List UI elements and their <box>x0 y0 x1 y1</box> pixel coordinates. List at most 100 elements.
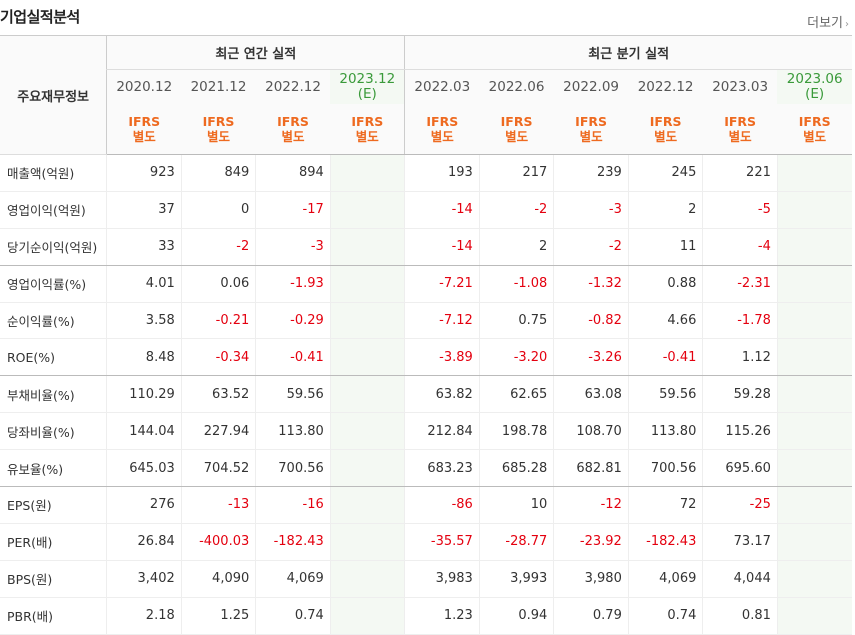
basis-header: IFRS 별도 <box>106 104 182 155</box>
value-cell: -400.03 <box>180 523 256 561</box>
value-cell: 4,069 <box>627 560 703 598</box>
table-row: 매출액(억원) 923 849 894 193 217 239 245 221 <box>0 154 852 192</box>
value-cell: -35.57 <box>404 523 480 561</box>
row-label: 영업이익률(%) <box>0 265 107 303</box>
value-cell: -182.43 <box>255 523 331 561</box>
value-cell <box>329 523 405 561</box>
basis-type: 별도 <box>579 129 603 144</box>
value-cell <box>776 560 852 598</box>
row-label: 부채비율(%) <box>0 375 107 414</box>
value-cell: 276 <box>106 486 182 524</box>
value-cell: 849 <box>180 154 256 192</box>
table-row: 순이익률(%) 3.58 -0.21 -0.29 -7.12 0.75 -0.82 4.66-… <box>0 302 852 340</box>
estimate-tag: (E) <box>357 86 377 102</box>
value-cell: 227.94 <box>180 412 256 451</box>
value-cell: 682.81 <box>553 449 629 488</box>
value-cell: 2 <box>627 191 703 229</box>
value-cell: -16 <box>255 486 331 524</box>
value-cell: 144.04 <box>106 412 182 451</box>
period-header: 2022.09 <box>553 69 629 104</box>
value-cell: 2.18 <box>106 597 182 635</box>
value-cell: -28.77 <box>478 523 554 561</box>
value-cell: -3.26 <box>553 338 629 377</box>
value-cell: -25 <box>702 486 778 524</box>
basis-type: 별도 <box>728 129 752 144</box>
basis-standard: IFRS <box>724 114 757 129</box>
more-link[interactable]: 더보기 › <box>807 12 849 31</box>
basis-standard: IFRS <box>277 114 309 129</box>
basis-header: IFRS 별도 <box>181 104 256 155</box>
period-header: 2022.12 <box>628 69 703 104</box>
value-cell: 0.88 <box>627 265 703 303</box>
value-cell <box>776 412 852 451</box>
value-cell: -7.12 <box>404 302 480 340</box>
table-row: 당좌비율(%) 144.04 227.94 113.80 212.84 198.78 108… <box>0 412 852 451</box>
value-cell: 63.82 <box>404 375 480 414</box>
value-cell: 3.58 <box>106 302 182 340</box>
basis-header: IFRS 별도 <box>702 104 778 155</box>
period-date: 2023.12 <box>339 71 396 87</box>
basis-header: IFRS 별도 <box>628 104 703 155</box>
basis-header: IFRS 별도 <box>479 104 554 155</box>
value-cell: -1.78 <box>702 302 778 340</box>
basis-header: IFRS 별도 <box>777 104 852 155</box>
value-cell: 10 <box>478 486 554 524</box>
row-label: EPS(원) <box>0 486 107 524</box>
value-cell: -2 <box>553 228 629 266</box>
row-label: 영업이익(억원) <box>0 191 107 229</box>
period-date: 2021.12 <box>190 79 247 95</box>
basis-standard: IFRS <box>426 114 459 129</box>
quarter-group-header: 최근 분기 실적 <box>404 35 852 70</box>
value-cell: 4.01 <box>106 265 182 303</box>
value-cell <box>776 228 852 266</box>
value-cell: -0.41 <box>627 338 703 377</box>
basis-standard: IFRS <box>649 114 682 129</box>
annual-group-header: 최근 연간 실적 <box>106 35 405 70</box>
basis-header: IFRS 별도 <box>255 104 331 155</box>
value-cell: 217 <box>478 154 554 192</box>
value-cell: -3.89 <box>404 338 480 377</box>
period-header: 2022.12 <box>255 69 331 104</box>
value-cell: -1.32 <box>553 265 629 303</box>
value-cell: 3,983 <box>404 560 480 598</box>
period-date: 2020.12 <box>116 79 173 95</box>
value-cell <box>329 412 405 451</box>
value-cell: 245 <box>627 154 703 192</box>
value-cell <box>776 449 852 488</box>
value-cell: 685.28 <box>478 449 554 488</box>
basis-type: 별도 <box>803 129 827 144</box>
table-row: 유보율(%) 645.03 704.52 700.56 683.23 685.28 682.… <box>0 449 852 488</box>
value-cell: 8.48 <box>106 338 182 377</box>
value-cell: 62.65 <box>478 375 554 414</box>
value-cell: 11 <box>627 228 703 266</box>
value-cell: -3 <box>553 191 629 229</box>
period-date: 2022.12 <box>637 79 694 95</box>
period-header: 2022.06 <box>479 69 554 104</box>
value-cell: 700.56 <box>255 449 331 488</box>
value-cell: 3,980 <box>553 560 629 598</box>
basis-header: IFRS 별도 <box>404 104 480 155</box>
period-header: 2023.06 (E) <box>777 69 852 104</box>
basis-type: 별도 <box>430 129 454 144</box>
value-cell: 4.66 <box>627 302 703 340</box>
value-cell: 3,402 <box>106 560 182 598</box>
value-cell: -17 <box>255 191 331 229</box>
value-cell <box>329 191 405 229</box>
value-cell: -0.21 <box>180 302 256 340</box>
table-row: 영업이익률(%) 4.01 0.06 -1.93 -7.21 -1.08 -1.32 0.88… <box>0 265 852 303</box>
row-label: PER(배) <box>0 523 107 561</box>
value-cell: 0 <box>180 191 256 229</box>
more-label: 더보기 <box>807 16 843 31</box>
value-cell: -86 <box>404 486 480 524</box>
value-cell: 108.70 <box>553 412 629 451</box>
value-cell <box>329 597 405 635</box>
value-cell: -14 <box>404 191 480 229</box>
basis-type: 별도 <box>132 129 156 144</box>
basis-header: IFRS 별도 <box>553 104 629 155</box>
value-cell: 115.26 <box>702 412 778 451</box>
value-cell: 683.23 <box>404 449 480 488</box>
table-row: 부채비율(%) 110.29 63.52 59.56 63.82 62.65 63.08 59… <box>0 375 852 414</box>
value-cell: -1.08 <box>478 265 554 303</box>
value-cell: 0.94 <box>478 597 554 635</box>
basis-type: 별도 <box>207 129 231 144</box>
